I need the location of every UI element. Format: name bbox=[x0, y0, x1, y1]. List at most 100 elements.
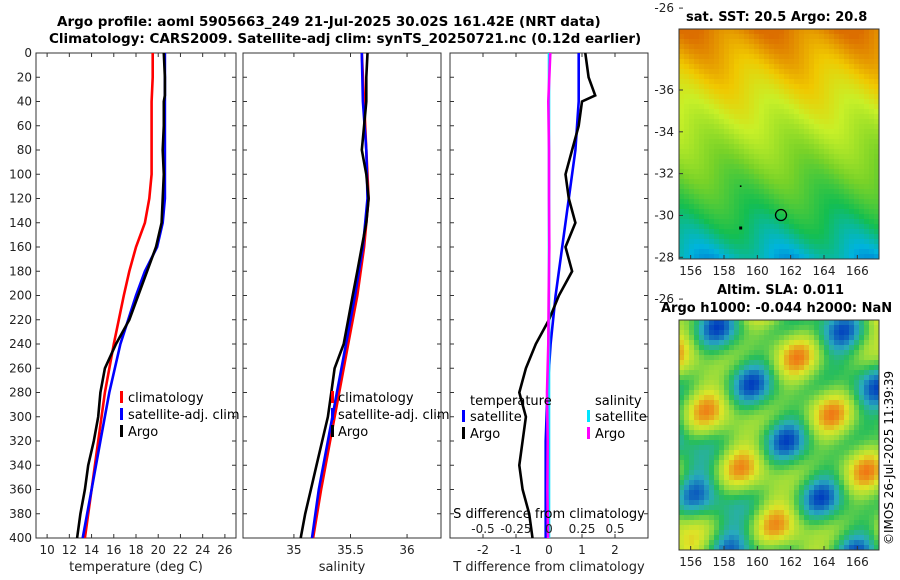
sla-map-cell bbox=[734, 525, 740, 531]
sla-map-cell bbox=[834, 330, 840, 336]
sla-map-cell bbox=[714, 450, 720, 456]
sla-map-cell bbox=[874, 480, 880, 486]
sla-map-cell bbox=[704, 405, 710, 411]
sla-map-cell bbox=[739, 460, 745, 466]
sla-map-cell bbox=[854, 480, 860, 486]
sla-map-cell bbox=[779, 390, 785, 396]
sla-map-cell bbox=[834, 505, 840, 511]
sla-map-cell bbox=[774, 395, 780, 401]
sla-map-cell bbox=[834, 415, 840, 421]
sla-map-cell bbox=[794, 480, 800, 486]
sst-map-cell bbox=[854, 244, 860, 250]
sst-map-cell bbox=[849, 39, 855, 45]
sst-map-cell bbox=[724, 229, 730, 235]
sst-map-cell bbox=[749, 194, 755, 200]
sst-map-cell bbox=[829, 34, 835, 40]
sla-map-cell bbox=[849, 445, 855, 451]
sla-map-cell bbox=[799, 490, 805, 496]
sst-map-cell bbox=[814, 149, 820, 155]
sla-map-cell bbox=[794, 440, 800, 446]
sla-map-cell bbox=[699, 450, 705, 456]
sla-map-cell bbox=[819, 525, 825, 531]
sst-map-cell bbox=[744, 119, 750, 125]
sla-map-cell bbox=[724, 545, 730, 551]
sst-map-cell bbox=[794, 224, 800, 230]
sst-map-cell bbox=[729, 249, 735, 255]
sst-map-cell bbox=[724, 184, 730, 190]
sla-map-cell bbox=[754, 485, 760, 491]
sst-map-cell bbox=[859, 129, 865, 135]
sst-map-cell bbox=[719, 44, 725, 50]
sst-map-cell bbox=[744, 224, 750, 230]
sla-map-cell bbox=[819, 505, 825, 511]
sst-map-cell bbox=[699, 204, 705, 210]
sst-map-cell bbox=[744, 154, 750, 160]
sst-map-cell bbox=[789, 149, 795, 155]
sla-map-cell bbox=[814, 400, 820, 406]
sla-map-cell bbox=[744, 490, 750, 496]
sla-map-cell bbox=[729, 330, 735, 336]
sla-map-cell bbox=[709, 405, 715, 411]
sst-map-cell bbox=[824, 144, 830, 150]
sla-map-cell bbox=[724, 400, 730, 406]
sst-map-cell bbox=[764, 209, 770, 215]
sst-map-cell bbox=[744, 74, 750, 80]
sla-map-cell bbox=[819, 385, 825, 391]
sla-map-lat-label: -32 bbox=[654, 167, 674, 181]
sst-map-cell bbox=[714, 84, 720, 90]
sst-map-cell bbox=[764, 114, 770, 120]
sla-map-cell bbox=[824, 415, 830, 421]
sst-map-cell bbox=[864, 104, 870, 110]
sst-map-cell bbox=[829, 234, 835, 240]
sla-map-cell bbox=[819, 415, 825, 421]
sla-map-cell bbox=[699, 320, 705, 326]
sst-map-cell bbox=[749, 119, 755, 125]
sst-map-cell bbox=[689, 174, 695, 180]
sla-map-cell bbox=[709, 320, 715, 326]
sla-map-cell bbox=[759, 520, 765, 526]
sla-map-cell bbox=[819, 380, 825, 386]
sla-map-cell bbox=[689, 535, 695, 541]
sla-map-cell bbox=[719, 440, 725, 446]
sla-map-cell bbox=[704, 540, 710, 546]
sst-map-cell bbox=[844, 199, 850, 205]
sla-map-cell bbox=[699, 345, 705, 351]
sst-map-cell bbox=[844, 64, 850, 70]
sst-map-cell bbox=[719, 239, 725, 245]
sst-map-cell bbox=[839, 154, 845, 160]
sst-map-cell bbox=[714, 69, 720, 75]
sla-map-cell bbox=[724, 485, 730, 491]
sst-map-cell bbox=[809, 229, 815, 235]
sla-map-cell bbox=[799, 525, 805, 531]
sst-map-cell bbox=[869, 174, 875, 180]
sst-map-cell bbox=[739, 104, 745, 110]
sla-map-cell bbox=[694, 460, 700, 466]
sla-map-cell bbox=[749, 335, 755, 341]
sst-map-cell bbox=[764, 104, 770, 110]
sla-map-cell bbox=[759, 360, 765, 366]
sst-map-cell bbox=[724, 254, 730, 260]
sst-map-cell bbox=[744, 174, 750, 180]
sst-map-cell bbox=[874, 209, 880, 215]
sst-map-cell bbox=[689, 29, 695, 35]
sla-map-cell bbox=[774, 520, 780, 526]
sst-map-cell bbox=[749, 209, 755, 215]
sst-map-cell bbox=[804, 89, 810, 95]
sla-map-cell bbox=[789, 450, 795, 456]
sst-map-cell bbox=[849, 54, 855, 60]
sla-map-cell bbox=[829, 450, 835, 456]
sla-map-cell bbox=[864, 380, 870, 386]
sst-map-cell bbox=[789, 194, 795, 200]
sla-map-cell bbox=[804, 395, 810, 401]
sla-map-cell bbox=[739, 465, 745, 471]
sst-map-cell bbox=[819, 59, 825, 65]
sla-map-cell bbox=[729, 480, 735, 486]
sst-map-cell bbox=[714, 239, 720, 245]
sst-map-cell bbox=[849, 209, 855, 215]
sla-map-cell bbox=[874, 390, 880, 396]
sla-map-cell bbox=[779, 410, 785, 416]
sla-map-cell bbox=[724, 355, 730, 361]
sst-map-cell bbox=[849, 169, 855, 175]
sla-map-cell bbox=[744, 330, 750, 336]
sla-map-cell bbox=[864, 435, 870, 441]
